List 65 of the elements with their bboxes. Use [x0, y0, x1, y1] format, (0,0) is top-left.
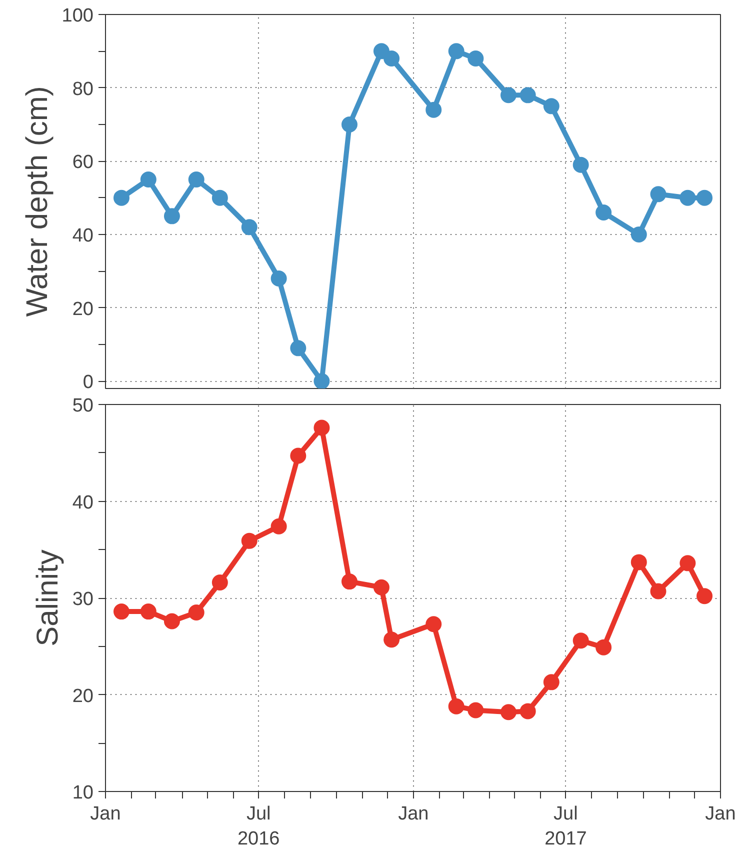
- y-tick-label: 80: [72, 78, 94, 100]
- point: [650, 186, 666, 202]
- y-tick-label: 30: [72, 589, 94, 610]
- y-tick-label: 20: [72, 686, 94, 707]
- point: [448, 43, 464, 60]
- point: [500, 704, 516, 720]
- point: [241, 219, 258, 236]
- point: [290, 448, 306, 464]
- point: [596, 639, 612, 656]
- point: [543, 98, 560, 114]
- x-tick-label: Jul 2016: [237, 804, 280, 850]
- y-tick-label: 100: [62, 6, 94, 26]
- point: [212, 190, 228, 206]
- point: [572, 632, 589, 649]
- y-tick-label: 0: [82, 372, 94, 394]
- point: [341, 116, 358, 132]
- y-tick-label: 20: [72, 298, 94, 320]
- point: [241, 532, 258, 549]
- point: [572, 156, 589, 173]
- x-tick-label: Jan: [398, 804, 429, 824]
- point: [270, 270, 287, 286]
- point: [650, 583, 666, 600]
- point: [314, 420, 330, 436]
- point: [341, 574, 358, 590]
- point: [468, 702, 484, 718]
- point: [188, 604, 204, 620]
- point: [140, 604, 156, 620]
- x-tick-label: Jul 2017: [544, 804, 587, 850]
- point: [596, 204, 612, 220]
- x-tick-label: Jan: [705, 804, 736, 824]
- point: [270, 518, 287, 534]
- point: [384, 632, 400, 648]
- y-tick-label: 40: [72, 226, 94, 246]
- point: [113, 190, 130, 206]
- point: [543, 674, 560, 690]
- point: [520, 87, 536, 104]
- point: [188, 172, 204, 188]
- point: [696, 190, 713, 206]
- point: [426, 616, 442, 632]
- x-tick-label: Jan: [90, 804, 121, 824]
- point: [680, 190, 696, 206]
- y-tick-label: 60: [72, 152, 94, 174]
- point: [164, 613, 180, 630]
- point: [448, 698, 464, 714]
- point: [696, 588, 713, 604]
- y-tick-label: 50: [72, 396, 94, 416]
- point: [384, 50, 400, 66]
- y-tick-label: 10: [72, 782, 94, 804]
- point: [500, 87, 516, 104]
- y-axis-title: Salinity: [31, 550, 64, 646]
- point: [164, 208, 180, 224]
- point: [290, 340, 306, 356]
- point: [680, 555, 696, 572]
- point: [426, 102, 442, 118]
- y-axis-title: Water depth (cm): [20, 86, 54, 317]
- point: [373, 579, 390, 596]
- point: [468, 50, 484, 66]
- point: [630, 554, 647, 570]
- y-tick-label: 40: [72, 492, 94, 514]
- point: [630, 226, 647, 242]
- point: [314, 373, 330, 388]
- point: [113, 604, 130, 620]
- point: [212, 574, 228, 591]
- point: [520, 703, 536, 720]
- point: [140, 172, 156, 188]
